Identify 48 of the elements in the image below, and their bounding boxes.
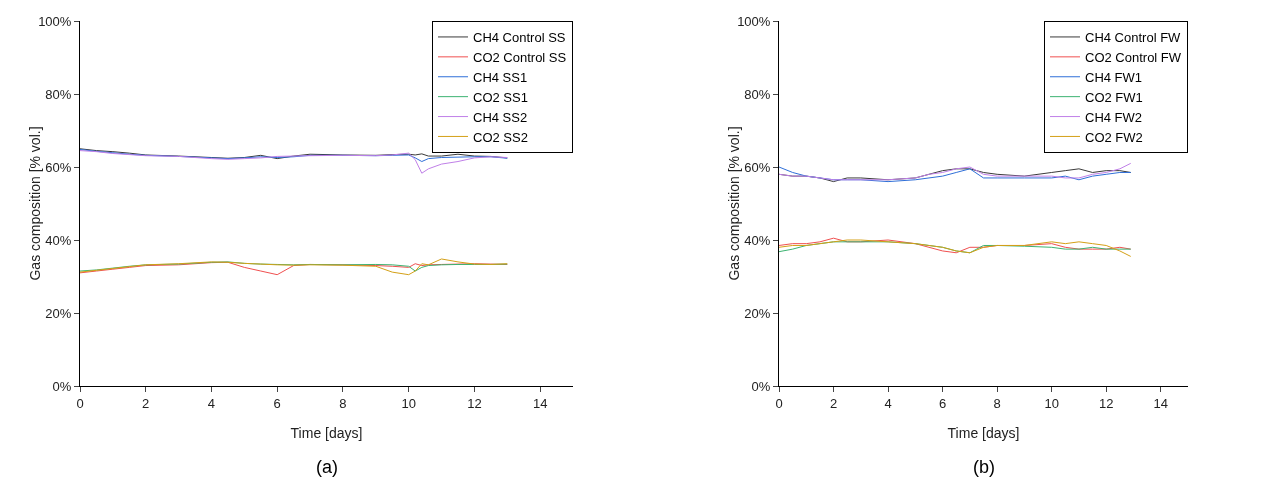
legend-label: CO2 FW1 [1085,89,1143,105]
x-tick-label: 2 [142,395,150,411]
y-tick-label: 0% [751,378,771,394]
text: (a) [316,457,338,477]
x-tick-label: 2 [829,395,838,411]
legend-label: CH4 FW1 [1085,69,1143,85]
legend-label: CH4 FW2 [1085,109,1143,125]
legend-label: CO2 Control SS [473,49,567,65]
x-tick-label: 4 [207,395,216,411]
x-axis-title: Time [days] [290,425,363,441]
x-tick-label: 4 [884,395,892,411]
y-tick-label: 100% [38,13,72,29]
legend-label: CH4 SS2 [473,109,528,125]
y-tick-label: 20% [45,305,72,321]
x-tick-label: 10 [1044,395,1059,411]
x-axis-title: Time [days] [947,425,1020,441]
y-tick-label: 80% [45,86,72,102]
x-tick-label: 10 [401,395,416,411]
legend-label: CH4 Control FW [1085,30,1182,46]
x-tick-label: 6 [273,395,281,411]
x-tick-label: 12 [467,395,482,411]
x-tick-label: 8 [339,395,347,411]
line-series [779,162,1132,181]
y-tick-label: 40% [45,232,72,248]
y-axis-title: Gas composition [% vol.] [27,126,44,281]
y-tick-label: 60% [744,159,771,175]
legend-label: CO2 FW2 [1085,129,1143,145]
text: (b) [973,457,995,477]
x-tick-label: 12 [1098,395,1114,411]
y-tick-label: 40% [744,232,771,248]
legend-label: CO2 SS2 [473,129,528,145]
y-axis-title: Gas composition [% vol.] [726,126,743,281]
line-series [80,150,508,174]
x-tick-label: 0 [775,395,783,411]
y-tick-label: 60% [45,159,72,175]
x-tick-label: 8 [993,395,1001,411]
legend-label: CH4 SS1 [473,69,528,85]
y-tick-label: 80% [744,86,771,102]
x-tick-label: 14 [1153,395,1168,411]
legend-label: CO2 Control FW [1085,49,1182,65]
y-tick-label: 0% [52,378,72,394]
x-tick-label: 6 [938,395,947,411]
legend-label: CH4 Control SS [473,30,566,46]
legend-label: CO2 SS1 [473,89,528,105]
x-tick-label: 0 [76,395,84,411]
y-tick-label: 100% [737,13,771,29]
x-tick-label: 14 [532,395,548,411]
y-tick-label: 20% [744,305,771,321]
